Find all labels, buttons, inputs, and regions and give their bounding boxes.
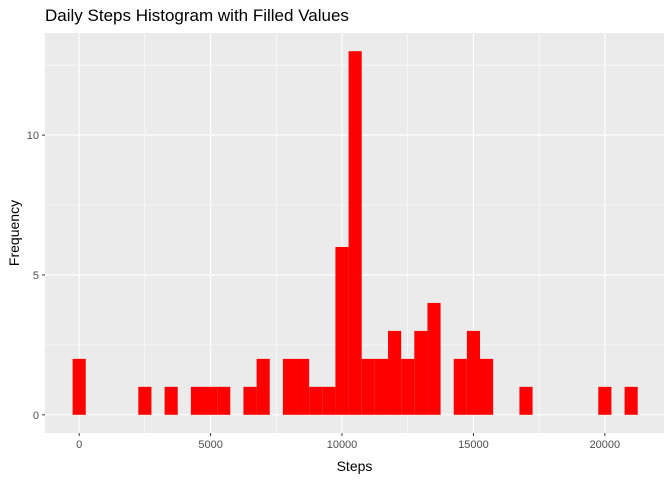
histogram-bar: [217, 386, 231, 415]
histogram-bar: [401, 358, 415, 415]
histogram-bar: [296, 358, 310, 415]
histogram-bar: [322, 386, 336, 415]
histogram-bar: [282, 358, 297, 415]
histogram-bar: [204, 386, 218, 415]
histogram-bar: [624, 386, 638, 415]
y-tick-label: 10: [27, 130, 39, 142]
histogram-bar: [414, 330, 428, 415]
x-tick-label: 15000: [458, 439, 489, 451]
chart-title: Daily Steps Histogram with Filled Values: [45, 6, 349, 25]
histogram-bar: [348, 51, 362, 415]
histogram-bar: [256, 358, 270, 415]
histogram-bar: [138, 386, 152, 415]
histogram-bar: [466, 330, 481, 415]
histogram-bar: [388, 330, 402, 415]
histogram-bar: [427, 302, 441, 415]
x-tick-label: 5000: [198, 439, 222, 451]
y-axis-title: Frequency: [6, 200, 22, 266]
histogram-bar: [519, 386, 533, 415]
y-tick-label: 5: [33, 270, 39, 282]
histogram-bar: [164, 386, 178, 415]
x-tick-label: 0: [76, 439, 82, 451]
y-tick-label: 0: [33, 410, 39, 422]
x-axis-title: Steps: [337, 458, 373, 474]
y-axis-ticks: 0 5 10: [27, 130, 45, 422]
x-tick-label: 20000: [590, 439, 621, 451]
histogram-bar: [309, 386, 323, 415]
x-tick-label: 10000: [327, 439, 358, 451]
histogram-bars: [72, 51, 638, 415]
histogram-bar: [374, 358, 389, 415]
x-axis-ticks: 0 5000 10000 15000 20000: [76, 433, 620, 451]
histogram-bar: [190, 386, 205, 415]
histogram-bar: [335, 246, 349, 415]
histogram-bar: [480, 358, 494, 415]
histogram-bar: [361, 358, 375, 415]
histogram-bar: [598, 386, 612, 415]
histogram-bar: [72, 358, 86, 415]
histogram-bar: [453, 358, 467, 415]
histogram-bar: [243, 386, 257, 415]
